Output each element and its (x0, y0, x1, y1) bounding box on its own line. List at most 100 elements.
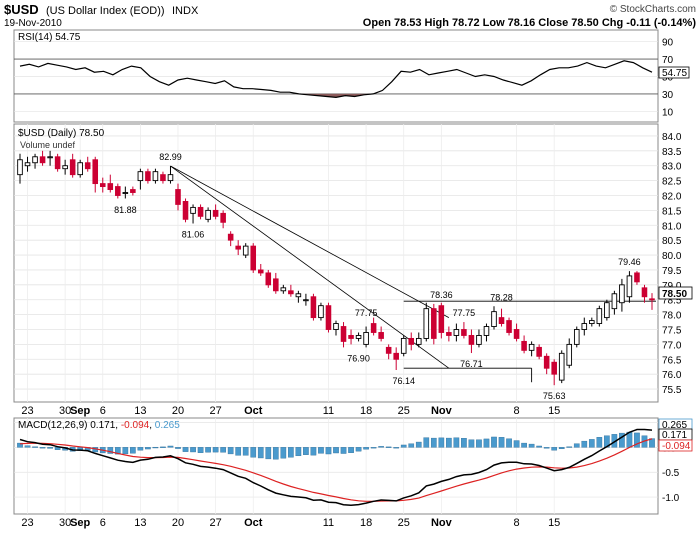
macd-hist-bar (325, 447, 332, 455)
volume-label: Volume undef (20, 140, 76, 150)
macd-hist-bar (521, 442, 527, 448)
rsi-last-value: 54.75 (662, 68, 687, 79)
macd-hist-bar (468, 439, 475, 448)
macd-hist-bar (558, 447, 565, 450)
candle-body (175, 189, 181, 205)
macd-hist-bar (235, 447, 242, 456)
macd-hist-bar (626, 431, 633, 448)
price-axis: 84.0 83.5 83.0 82.5 82.0 81.5 81.0 80.5 80.0 79.5… (662, 132, 682, 396)
macd-hist-bar (265, 447, 272, 460)
macd-hist-bar (528, 443, 535, 448)
candle-body (303, 299, 309, 302)
candle-body (280, 287, 287, 292)
macd-hist-bar (438, 437, 445, 448)
x-tick-label: 6 (100, 405, 106, 417)
price-tick-label: 80.5 (662, 236, 682, 247)
macd-hist-bar (182, 447, 189, 452)
macd-hist-bar (24, 445, 31, 448)
macd-hist-bar (430, 437, 437, 448)
candle-body (468, 335, 475, 345)
x-tick-label: 6 (100, 517, 106, 529)
symbol-name: (US Dollar Index (EOD)) (46, 5, 165, 17)
rsi-tick-label: 30 (662, 90, 674, 101)
candle-body (491, 311, 497, 327)
candle-body (242, 245, 249, 256)
macd-label-comma: , (115, 420, 121, 431)
x-tick-label: 27 (209, 517, 221, 529)
macd-hist-bar (32, 446, 38, 448)
candle-body (24, 162, 31, 167)
macd-hist-bar (634, 432, 640, 448)
macd-badge-value: 0.171 (662, 430, 687, 441)
price-tick-label: 81.5 (662, 206, 682, 217)
macd-hist-bar (190, 447, 196, 453)
x-tick-label: Sep (70, 517, 90, 529)
rsi-line (19, 60, 653, 99)
candle-body (415, 337, 422, 345)
x-tick-label: Nov (431, 405, 453, 417)
price-tick-label: 75.5 (662, 385, 682, 396)
macd-hist-bar (205, 447, 211, 453)
price-tick-label: 78.5 (662, 296, 682, 307)
macd-hist-bar (197, 447, 204, 453)
candle-body (619, 284, 625, 304)
price-tick-label: 78.0 (662, 311, 682, 322)
macd-hist-bar (506, 438, 512, 448)
macd-hist-bar (415, 441, 422, 448)
macd-hist-bar (310, 447, 317, 456)
candle-body (355, 335, 362, 339)
macd-hist-bar (340, 447, 347, 454)
candle-body (145, 171, 151, 182)
macd-hist-bar (295, 447, 302, 457)
macd-signal-line (19, 438, 653, 502)
candle-body (197, 206, 204, 217)
macd-hist-bar (363, 447, 369, 450)
candle-body (649, 298, 655, 301)
price-tick-label: 79.0 (662, 281, 682, 292)
rsi-label: RSI(14) 54.75 (18, 32, 81, 43)
x-tick-label: 15 (548, 405, 560, 417)
price-tick-label: 81.0 (662, 221, 682, 232)
macd-hist-bar (446, 437, 452, 448)
candle-body (476, 335, 482, 345)
x-tick-label: Nov (431, 517, 453, 529)
candle-body (370, 323, 377, 333)
price-last-badge (658, 286, 693, 300)
macd-hist-bar (220, 447, 226, 453)
macd-hist-bar (333, 447, 339, 454)
x-tick-label: 15 (548, 517, 560, 529)
candle-body (115, 186, 121, 196)
candle-body (273, 278, 279, 292)
price-tick-label: 77.5 (662, 326, 682, 337)
price-tick-label: 76.0 (662, 370, 682, 381)
price-annotation: 82.99 (159, 152, 182, 162)
price-annotation: 76.90 (347, 353, 370, 363)
price-annotation: 76.71 (460, 359, 483, 369)
price-annotation: 76.14 (392, 376, 415, 386)
price-annotation: 77.75 (453, 308, 476, 318)
price-panel (13, 123, 659, 403)
macd-hist-bar (513, 440, 520, 448)
x-tick-label: 11 (323, 405, 334, 417)
macd-hist-bar (370, 447, 377, 449)
macd-hist-bar (280, 447, 287, 459)
x-tick-label: 20 (172, 517, 184, 529)
price-annotation: 79.46 (618, 257, 641, 267)
candle-body (167, 174, 174, 182)
x-tick-label: Oct (244, 517, 263, 529)
price-label: $USD (Daily) 78.50 (18, 128, 105, 139)
price-annotation: 77.75 (355, 308, 378, 318)
price-annotation: 81.06 (182, 229, 205, 239)
candle-body (543, 355, 550, 369)
macd-hist-bar (423, 437, 430, 448)
price-annotation: 78.28 (490, 292, 513, 302)
candle-body (17, 159, 23, 176)
macd-label-signal: -0.094 (121, 420, 150, 431)
x-tick-label: 20 (172, 405, 184, 417)
chart-date: 19-Nov-2010 (4, 18, 62, 29)
trend-line (170, 165, 450, 318)
macd-hist-bar (303, 447, 309, 455)
x-tick-label: 8 (514, 405, 520, 417)
macd-hist-bar (378, 446, 384, 448)
price-tick-label: 80.0 (662, 251, 682, 262)
